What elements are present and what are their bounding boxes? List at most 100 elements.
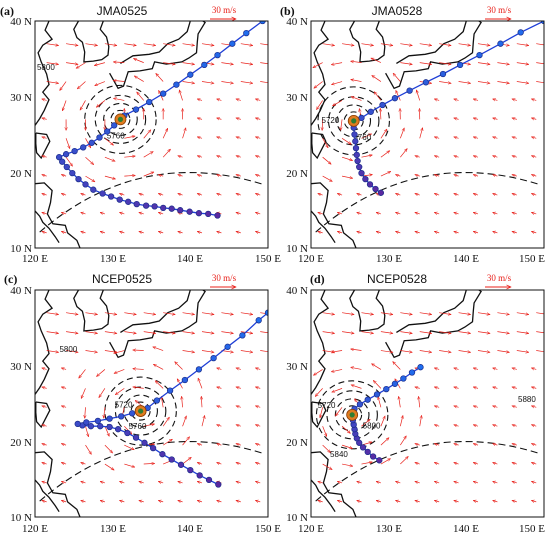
contour-label: 5800: [363, 421, 381, 430]
wind-vector: [332, 81, 343, 85]
wind-vector: [42, 231, 47, 232]
wind-vector: [439, 331, 451, 334]
wind-vector: [42, 425, 47, 427]
wind-vector: [458, 350, 471, 353]
track-point: [62, 151, 70, 158]
wind-vector: [473, 194, 479, 196]
wind-vector: [236, 137, 241, 138]
wind-vector: [61, 500, 67, 501]
wind-vector: [493, 212, 498, 214]
wind-vector: [240, 331, 253, 334]
coastline: [73, 290, 110, 332]
wind-vector: [396, 194, 401, 196]
track-point: [201, 61, 208, 69]
wind-vector: [434, 118, 440, 119]
height-contour: [110, 109, 131, 129]
coastline: [396, 21, 467, 64]
wind-vector: [104, 156, 115, 161]
track-point: [124, 429, 131, 437]
wind-vector: [65, 138, 70, 148]
wind-vector: [61, 444, 67, 446]
wind-vector: [240, 350, 253, 353]
wind-vector: [372, 75, 382, 82]
wind-vector: [337, 481, 343, 483]
track-point: [229, 40, 236, 47]
wind-vector: [314, 81, 323, 89]
coastline: [311, 479, 336, 513]
wind-vector: [380, 350, 393, 353]
wind-vector: [85, 331, 97, 334]
track-point: [353, 151, 360, 159]
wind-vector: [139, 212, 144, 214]
wind-vector: [42, 118, 47, 119]
height-contour: [84, 84, 157, 154]
wind-vector: [531, 481, 537, 483]
wind-vector: [419, 396, 420, 408]
wind-vector: [434, 481, 440, 483]
wind-vector: [255, 387, 261, 388]
wind-vector: [143, 424, 155, 427]
wind-vector: [318, 231, 323, 232]
wind-vector: [376, 481, 382, 483]
wind-vector: [236, 175, 241, 177]
wind-vector: [155, 381, 164, 389]
track-point: [372, 185, 379, 193]
wind-vector: [178, 500, 183, 501]
wind-vector: [400, 43, 412, 46]
wind-vector: [419, 331, 432, 334]
wind-vector: [255, 406, 261, 407]
x-tick: 140 E: [453, 253, 479, 265]
wind-vector: [341, 156, 353, 160]
wind-vector: [42, 156, 47, 158]
coastline: [385, 290, 482, 359]
wind-vector: [197, 156, 203, 158]
wind-vector: [400, 312, 412, 315]
wind-vector: [493, 118, 498, 119]
wind-vector: [217, 406, 222, 407]
track-point: [377, 189, 385, 196]
wind-vector: [372, 364, 382, 370]
wind-vector: [361, 43, 373, 46]
wind-vector: [139, 231, 144, 232]
wind-vector: [322, 463, 332, 470]
wind-vector: [434, 175, 440, 177]
track-point: [187, 71, 194, 78]
wind-vector: [124, 136, 135, 139]
wind-vector: [512, 156, 517, 158]
wind-vector: [217, 444, 222, 446]
wind-vector: [531, 156, 537, 158]
wind-vector: [318, 212, 323, 214]
wind-vector: [163, 312, 175, 315]
wind-vector: [61, 387, 67, 388]
track-point: [391, 95, 399, 102]
wind-vector: [322, 331, 335, 334]
wind-vector: [531, 444, 537, 446]
track-point: [114, 426, 122, 433]
wind-vector: [497, 81, 509, 84]
wind-vector: [493, 137, 498, 138]
track-point: [146, 98, 153, 106]
wind-vector: [473, 406, 479, 407]
wind-vector: [94, 62, 105, 66]
track-point: [356, 163, 363, 171]
wind-vector: [236, 425, 241, 427]
y-tick: 20 N: [286, 437, 308, 449]
track-point: [456, 61, 464, 69]
wind-vector: [473, 368, 479, 370]
wind-vector: [393, 362, 401, 370]
wind-vector: [341, 463, 353, 466]
wind-vector: [434, 194, 440, 196]
wind-vector: [357, 194, 362, 196]
wind-vector: [512, 406, 517, 407]
wind-vector: [376, 500, 382, 501]
wind-vector: [493, 463, 498, 465]
coastline: [120, 21, 191, 64]
coastline: [73, 21, 110, 63]
wind-vector: [531, 118, 537, 119]
wind-vector: [143, 172, 154, 177]
wind-vector: [493, 194, 498, 196]
wind-vector: [42, 368, 47, 370]
track-point: [104, 128, 111, 135]
wind-vector: [255, 194, 261, 196]
wind-vector: [120, 194, 125, 196]
